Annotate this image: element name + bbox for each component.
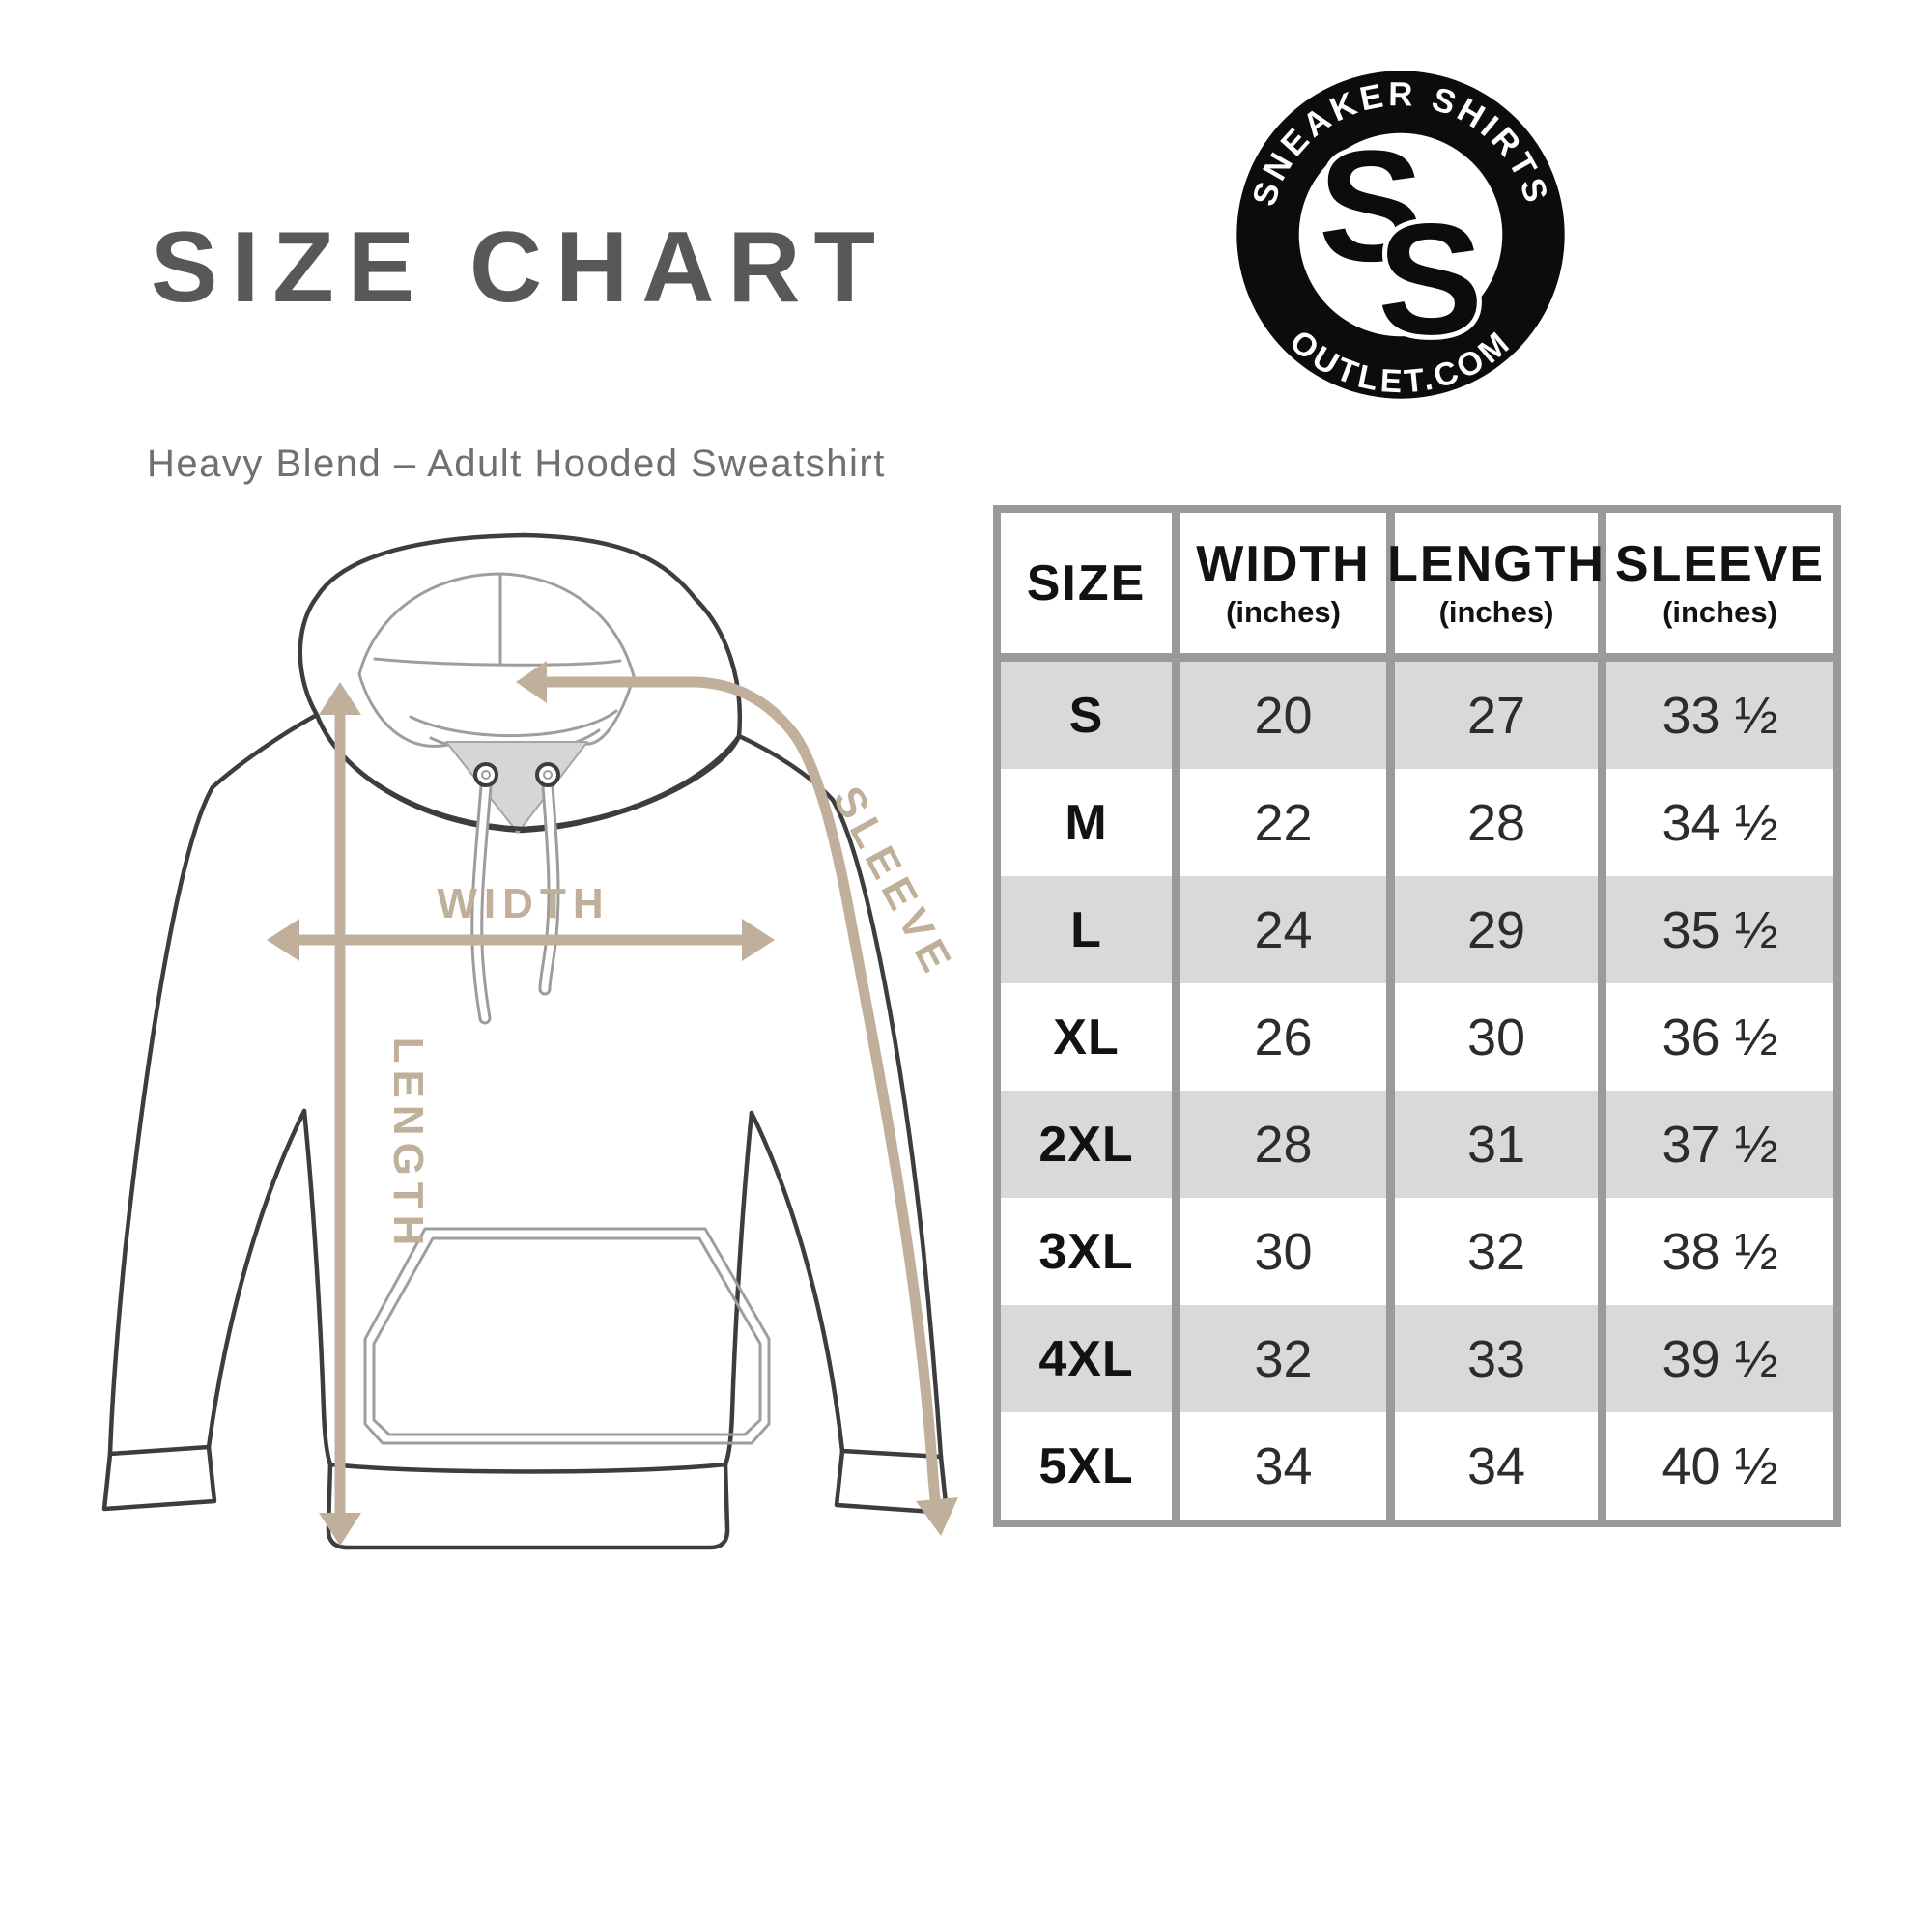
column-header-label: SIZE	[1026, 554, 1147, 611]
sleeve-arrow	[516, 661, 958, 1536]
size-row-label: 5XL	[1001, 1412, 1172, 1520]
left-cuff	[101, 1444, 217, 1512]
hoodie-diagram: WIDTH LENGTH SLEEVE	[101, 532, 963, 1550]
size-row-label: XL	[1001, 983, 1172, 1091]
column-header-unit: (inches)	[1662, 595, 1777, 629]
length-arrow	[319, 682, 361, 1546]
measurement-cell: 22	[1180, 769, 1386, 876]
width-arrow	[267, 919, 775, 961]
measurement-cell: 20	[1180, 662, 1386, 769]
measurement-cell: 38 ½	[1606, 1198, 1833, 1305]
size-row-label: 2XL	[1001, 1091, 1172, 1198]
product-subtitle: Heavy Blend – Adult Hooded Sweatshirt	[147, 442, 886, 485]
drawstring-eyelets	[473, 762, 560, 787]
width-label: WIDTH	[437, 880, 610, 927]
size-row-label: L	[1001, 876, 1172, 983]
logo-inner-circle	[1298, 132, 1503, 337]
column-header-size: SIZE	[1001, 513, 1172, 653]
measurement-cell: 29	[1395, 876, 1598, 983]
measurement-cell: 39 ½	[1606, 1305, 1833, 1412]
measurement-cell: 32	[1180, 1305, 1386, 1412]
hem-band	[326, 1462, 730, 1550]
measurement-cell: 28	[1395, 769, 1598, 876]
size-row-label: S	[1001, 662, 1172, 769]
size-row-label: M	[1001, 769, 1172, 876]
column-header-sleeve: SLEEVE (inches)	[1606, 513, 1833, 653]
measurement-cell: 33	[1395, 1305, 1598, 1412]
drawstrings	[470, 780, 560, 1025]
hoodie-body-outline	[101, 712, 950, 1550]
size-row-label: 3XL	[1001, 1198, 1172, 1305]
size-row-label: 4XL	[1001, 1305, 1172, 1412]
column-header-label: LENGTH	[1387, 536, 1605, 592]
measurement-cell: 34	[1180, 1412, 1386, 1520]
measurement-cell: 30	[1180, 1198, 1386, 1305]
measurement-cell: 40 ½	[1606, 1412, 1833, 1520]
measurement-cell: 34 ½	[1606, 769, 1833, 876]
monogram-s-back-glyph: S	[1319, 118, 1424, 295]
measurement-cell: 36 ½	[1606, 983, 1833, 1091]
column-header-unit: (inches)	[1226, 595, 1341, 629]
length-label: LENGTH	[384, 1037, 432, 1253]
size-chart-table: SIZE WIDTH (inches) LENGTH (inches) SLEEVE (in…	[993, 505, 1841, 1527]
brand-logo: SNEAKER SHIRTS OUTLET.COM S S	[1236, 71, 1565, 401]
measurement-cell: 33 ½	[1606, 662, 1833, 769]
measurement-cell: 26	[1180, 983, 1386, 1091]
monogram-s-front-glyph: S	[1378, 190, 1483, 367]
measurement-cell: 32	[1395, 1198, 1598, 1305]
measurement-cell: 24	[1180, 876, 1386, 983]
right-cuff	[834, 1448, 950, 1516]
hood-outline	[298, 532, 742, 1025]
measurement-cell: 28	[1180, 1091, 1386, 1198]
page-title: SIZE CHART	[151, 212, 889, 324]
measurement-cell: 31	[1395, 1091, 1598, 1198]
column-header-width: WIDTH (inches)	[1180, 513, 1386, 653]
measurement-cell: 35 ½	[1606, 876, 1833, 983]
measurement-cell: 30	[1395, 983, 1598, 1091]
measurement-cell: 34	[1395, 1412, 1598, 1520]
kangaroo-pocket	[363, 1227, 771, 1445]
column-header-length: LENGTH (inches)	[1387, 513, 1604, 653]
logo-ss-monogram: S S	[1314, 112, 1489, 372]
measurement-cell: 37 ½	[1606, 1091, 1833, 1198]
measurement-cell: 27	[1395, 662, 1598, 769]
column-header-label: SLEEVE	[1614, 536, 1826, 592]
column-header-unit: (inches)	[1438, 595, 1554, 629]
column-header-label: WIDTH	[1196, 536, 1371, 592]
